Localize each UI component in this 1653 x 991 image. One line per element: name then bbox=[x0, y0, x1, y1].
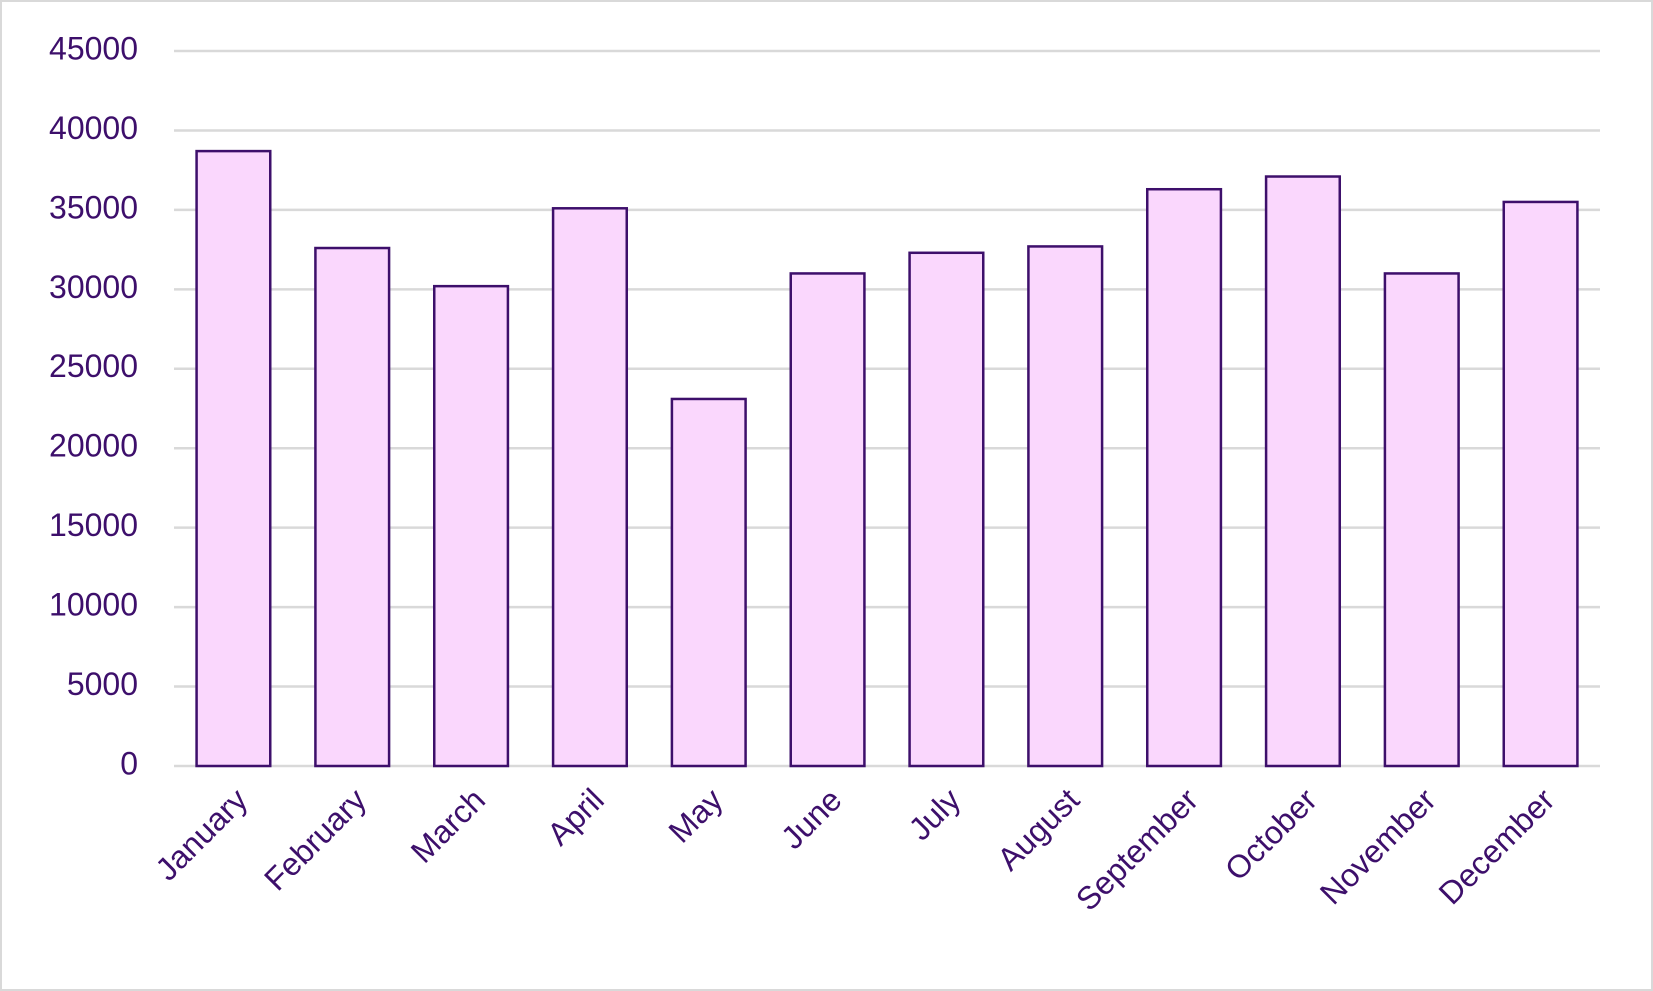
bar bbox=[908, 251, 985, 768]
bar bbox=[670, 397, 747, 768]
bar bbox=[789, 272, 866, 768]
y-tick-label: 40000 bbox=[49, 110, 138, 146]
bar bbox=[1502, 200, 1579, 768]
y-tick-label: 20000 bbox=[49, 428, 138, 464]
bar bbox=[1145, 187, 1223, 768]
y-tick-label: 10000 bbox=[49, 587, 138, 623]
y-tick-label: 35000 bbox=[49, 189, 138, 225]
bar bbox=[314, 246, 391, 768]
bar bbox=[432, 284, 510, 768]
bar bbox=[1027, 245, 1104, 768]
y-tick-label: 15000 bbox=[49, 507, 138, 543]
y-tick-label: 30000 bbox=[49, 269, 138, 305]
bar bbox=[1264, 175, 1342, 768]
y-tick-label: 5000 bbox=[67, 666, 138, 702]
y-tick-label: 45000 bbox=[49, 30, 138, 66]
y-tick-label: 25000 bbox=[49, 348, 138, 384]
bar bbox=[1383, 272, 1460, 768]
bar bbox=[551, 207, 629, 768]
y-tick-label: 0 bbox=[120, 745, 138, 781]
bar bbox=[195, 149, 272, 768]
